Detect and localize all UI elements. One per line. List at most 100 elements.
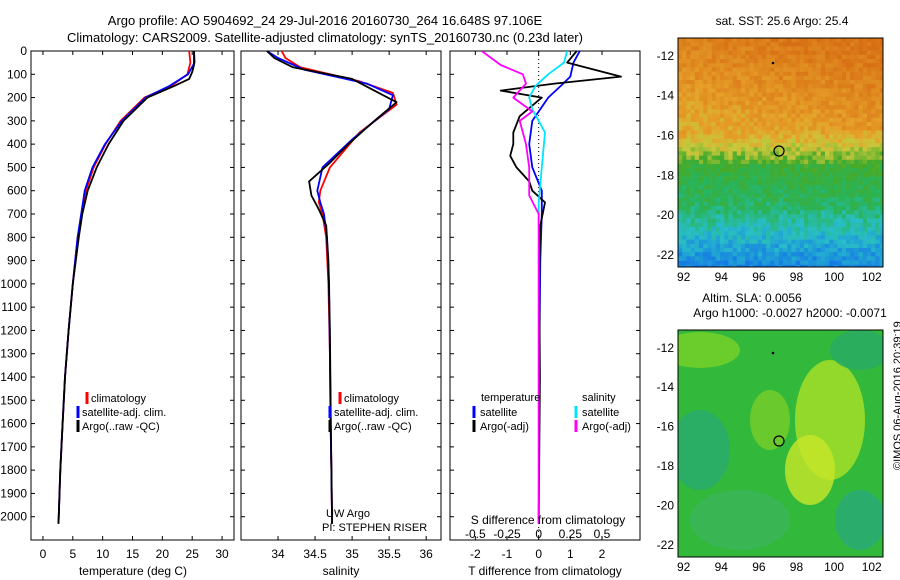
sst-cell (871, 164, 876, 169)
sst-cell (711, 117, 717, 123)
series-line-satellite (57, 51, 196, 524)
sst-cell (862, 197, 868, 203)
sst-cell (766, 122, 771, 127)
sst-cell (875, 172, 880, 177)
sst-cell (678, 248, 683, 253)
sst-cell (804, 80, 809, 85)
sst-cell (678, 109, 683, 114)
sst-cell (707, 197, 712, 203)
sst-cell (715, 193, 721, 198)
sst-cell (829, 151, 834, 156)
sst-cell (787, 122, 792, 127)
sst-cell (850, 42, 855, 47)
sst-cell (757, 239, 763, 245)
sst-cell (757, 134, 763, 140)
sst-cell (694, 50, 700, 56)
sst-cell (799, 260, 805, 266)
sst-cell (703, 117, 708, 123)
sst-cell (858, 50, 864, 56)
x-tick-label: 5 (69, 547, 76, 561)
sst-cell (841, 222, 847, 228)
sst-cell (879, 185, 883, 190)
sst-cell (728, 155, 733, 161)
sst-cell (774, 105, 780, 110)
sst-cell (686, 256, 691, 261)
sst-cell (879, 164, 883, 169)
sst-cell (770, 122, 775, 127)
sst-cell (783, 222, 788, 228)
sst-cell (799, 122, 805, 127)
sst-cell (745, 222, 750, 228)
sst-cell (812, 185, 817, 190)
sst-cell (749, 117, 754, 123)
sst-cell (820, 210, 826, 215)
sst-cell (699, 168, 704, 173)
sst-cell (736, 197, 742, 203)
sst-cell (745, 248, 750, 253)
sst-cell (770, 256, 775, 261)
sst-cell (694, 227, 700, 232)
sst-cell (682, 239, 687, 245)
x-tick-label: -1 (502, 547, 513, 561)
sst-cell (770, 138, 775, 144)
sst-cell (703, 101, 708, 106)
sst-cell (741, 197, 746, 203)
sst-cell (690, 243, 696, 249)
sst-cell (749, 201, 754, 207)
sst-cell (707, 63, 712, 68)
sst-cell (871, 252, 876, 257)
sst-cell (682, 243, 687, 249)
sst-cell (678, 113, 683, 119)
sst-cell (724, 54, 729, 60)
sst-cell (820, 264, 826, 267)
sst-cell (682, 92, 687, 98)
sst-cell (715, 134, 721, 140)
sst-cell (724, 92, 729, 98)
sst-cell (833, 206, 838, 211)
sst-cell (841, 75, 847, 81)
sst-cell (833, 84, 838, 89)
sst-cell (795, 151, 801, 156)
sst-cell (766, 88, 771, 93)
sst-cell (833, 210, 838, 215)
sst-cell (699, 67, 704, 72)
sst-cell (871, 46, 876, 51)
sst-cell (757, 75, 763, 81)
sst-cell (854, 88, 859, 93)
sst-cell (749, 185, 754, 190)
sst-cell (841, 143, 847, 148)
salinity-axis-label: salinity (323, 564, 360, 578)
sst-cell (707, 151, 712, 156)
sst-cell (871, 193, 876, 198)
sst-cell (778, 38, 784, 43)
depth-tick-label: 2000 (0, 510, 27, 524)
sst-cell (766, 214, 771, 219)
sst-cell (762, 143, 767, 148)
sst-cell (766, 227, 771, 232)
sst-cell (707, 92, 712, 98)
sst-cell (707, 235, 712, 240)
sst-cell (850, 92, 855, 98)
sst-cell (795, 143, 801, 148)
map-y-tick-label: -16 (657, 129, 675, 143)
sst-cell (770, 231, 775, 236)
sst-cell (816, 138, 822, 144)
sst-cell (837, 256, 843, 261)
sst-cell (753, 67, 759, 72)
sst-cell (795, 239, 801, 245)
sst-cell (879, 260, 883, 266)
sst-cell (678, 155, 683, 161)
sst-cell (795, 117, 801, 123)
sst-cell (694, 159, 700, 165)
sst-cell (879, 243, 883, 249)
sst-cell (682, 134, 687, 140)
sst-cell (707, 96, 712, 102)
sst-cell (778, 63, 784, 68)
sst-cell (741, 168, 746, 173)
sst-cell (850, 222, 855, 228)
sst-cell (736, 243, 742, 249)
sst-cell (699, 143, 704, 148)
sst-cell (825, 67, 830, 72)
sst-cell (833, 231, 838, 236)
sst-cell (846, 117, 851, 123)
